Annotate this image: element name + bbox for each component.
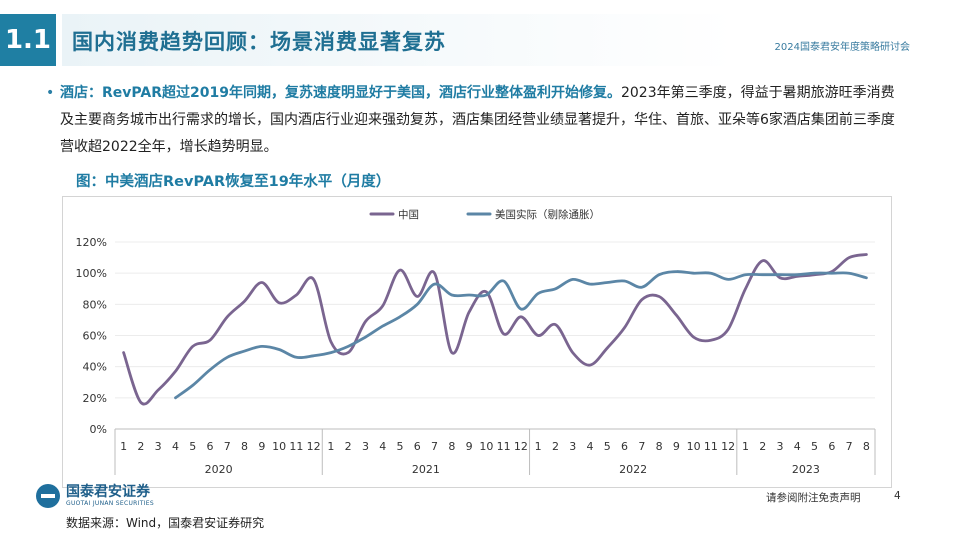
x-tick-label: 4 <box>587 440 594 453</box>
x-tick-label: 4 <box>794 440 801 453</box>
legend-label: 中国 <box>398 208 419 221</box>
figure-title: 图：中美酒店RevPAR恢复至19年水平（月度） <box>76 174 391 190</box>
x-tick-label: 7 <box>638 440 645 453</box>
x-tick-label: 5 <box>189 440 196 453</box>
section-number-badge: 1.1 <box>0 14 56 66</box>
year-label: 2021 <box>412 463 440 476</box>
x-tick-label: 2 <box>552 440 559 453</box>
x-tick-label: 7 <box>846 440 853 453</box>
bullet-body: 2023年第三季度，得益于暑期旅游旺季消费及主要商务城市出行需求的增长，国内酒店… <box>60 85 895 155</box>
data-source: 数据来源：Wind，国泰君安证券研究 <box>66 516 265 530</box>
x-tick-label: 11 <box>704 440 718 453</box>
brand-name: 国泰君安证券 <box>66 484 150 500</box>
x-tick-label: 12 <box>307 440 321 453</box>
x-tick-label: 6 <box>621 440 628 453</box>
y-tick-label: 100% <box>76 267 107 280</box>
x-tick-label: 9 <box>673 440 680 453</box>
x-tick-label: 3 <box>569 440 576 453</box>
x-tick-label: 10 <box>272 440 286 453</box>
brand-logo-icon <box>36 484 60 508</box>
x-tick-label: 3 <box>777 440 784 453</box>
brand-logo: 国泰君安证券 GUOTAI JUNAN SECURITIES <box>36 484 154 508</box>
x-tick-label: 12 <box>721 440 735 453</box>
disclaimer-link[interactable]: 请参阅附注免责声明 <box>766 492 861 504</box>
x-tick-label: 1 <box>327 440 334 453</box>
x-tick-label: 5 <box>811 440 818 453</box>
series-line-us <box>174 270 868 400</box>
x-tick-label: 6 <box>414 440 421 453</box>
x-tick-label: 2 <box>345 440 352 453</box>
y-tick-label: 80% <box>83 298 107 311</box>
legend-label: 美国实际（剔除通胀） <box>495 208 600 221</box>
revpar-line-chart: 0%20%40%60%80%100%120%1 2 3 4 5 6 7 8 9 10 11 12 1 2 3… <box>76 208 876 476</box>
y-tick-label: 60% <box>83 330 107 343</box>
x-tick-label: 8 <box>656 440 663 453</box>
bullet-paragraph: • 酒店：RevPAR超过2019年同期，复苏速度明显好于美国，酒店行业整体盈利… <box>46 80 896 161</box>
x-tick-label: 2 <box>759 440 766 453</box>
x-tick-label: 1 <box>120 440 127 453</box>
x-tick-label: 4 <box>172 440 179 453</box>
x-tick-label: 12 <box>514 440 528 453</box>
x-tick-label: 1 <box>742 440 749 453</box>
y-tick-label: 40% <box>83 361 107 374</box>
x-tick-label: 8 <box>241 440 248 453</box>
series-line-china <box>122 253 868 406</box>
chart-frame: 0% 20% 40% 60% 80% 100% 120% 1 2 3 4 5 6 7 8 9 10 11 12 1 2 3… <box>62 196 892 488</box>
x-tick-label: 3 <box>362 440 369 453</box>
x-tick-label: 2 <box>137 440 144 453</box>
section-number: 1.1 <box>4 25 52 55</box>
event-name: 2024国泰君安年度策略研讨会 <box>774 42 910 53</box>
bullet-dot-icon: • <box>46 85 55 101</box>
x-tick-label: 4 <box>379 440 386 453</box>
x-tick-label: 6 <box>207 440 214 453</box>
x-tick-label: 5 <box>604 440 611 453</box>
y-tick-label: 120% <box>76 236 107 249</box>
x-tick-label: 10 <box>687 440 701 453</box>
year-label: 2020 <box>205 463 233 476</box>
title-bar <box>62 14 960 66</box>
x-tick-label: 8 <box>448 440 455 453</box>
year-label: 2023 <box>792 463 820 476</box>
bullet-lead: 酒店：RevPAR超过2019年同期，复苏速度明显好于美国，酒店行业整体盈利开始… <box>60 85 621 101</box>
x-tick-label: 7 <box>224 440 231 453</box>
x-tick-label: 7 <box>431 440 438 453</box>
x-tick-label: 3 <box>155 440 162 453</box>
y-tick-label: 0% <box>90 423 107 436</box>
x-tick-label: 9 <box>466 440 473 453</box>
x-tick-label: 11 <box>497 440 511 453</box>
y-tick-label: 20% <box>83 392 107 405</box>
x-tick-label: 11 <box>289 440 303 453</box>
brand-name-en: GUOTAI JUNAN SECURITIES <box>66 500 154 507</box>
x-tick-label: 9 <box>258 440 265 453</box>
x-tick-label: 10 <box>479 440 493 453</box>
slide-title: 国内消费趋势回顾：场景消费显著复苏 <box>72 30 446 54</box>
x-tick-label: 8 <box>863 440 870 453</box>
page-number: 4 <box>894 490 901 502</box>
year-label: 2022 <box>619 463 647 476</box>
x-tick-label: 6 <box>828 440 835 453</box>
x-tick-label: 1 <box>535 440 542 453</box>
x-tick-label: 5 <box>397 440 404 453</box>
